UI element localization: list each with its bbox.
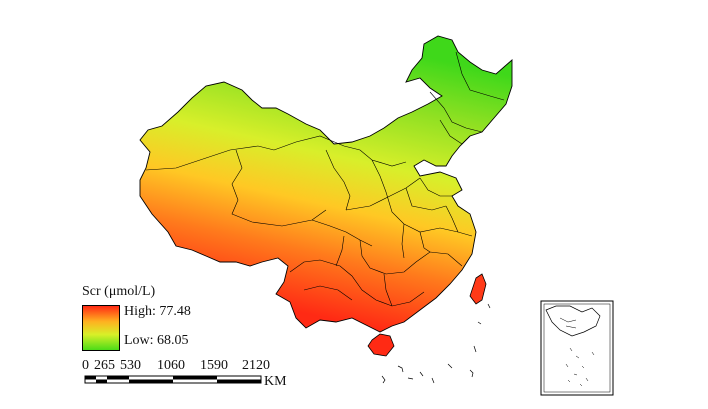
south-china-sea-inset — [540, 300, 614, 396]
scale-label-1060: 1060 — [157, 358, 185, 373]
scale-bar — [84, 375, 262, 384]
province-boundaries — [145, 51, 505, 307]
legend-high-label: High: 77.48 — [124, 304, 191, 319]
south-sea-islands — [381, 303, 491, 384]
mainland-china — [139, 35, 513, 333]
legend-low-label: Low: 68.05 — [124, 333, 189, 348]
hainan-island — [367, 333, 395, 357]
legend-title: Scr (μmol/L) — [82, 284, 156, 299]
scale-label-530: 530 — [120, 358, 141, 373]
scale-label-2120: 2120 — [242, 358, 270, 373]
taiwan-island — [469, 273, 487, 305]
scale-unit-label: KM — [264, 374, 287, 389]
legend-color-ramp — [82, 305, 120, 351]
scale-label-0: 0 — [82, 358, 89, 373]
scale-label-1590: 1590 — [200, 358, 228, 373]
scale-label-265: 265 — [94, 358, 115, 373]
